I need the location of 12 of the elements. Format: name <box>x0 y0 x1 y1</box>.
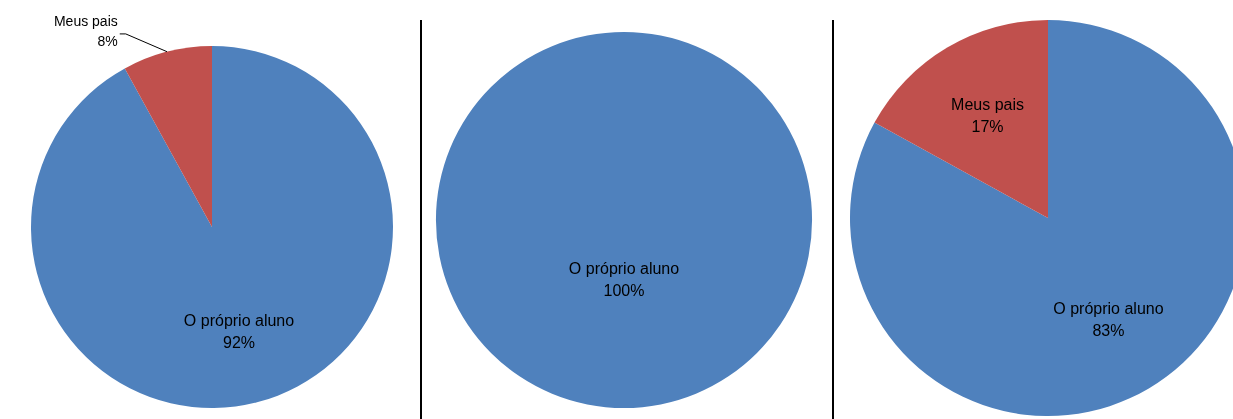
data-label: 8% <box>97 32 118 49</box>
pie-slice <box>31 46 393 408</box>
slice-label: Meus pais <box>53 12 118 29</box>
slice-label: O próprio aluno <box>568 260 680 278</box>
slice-label: Meus pais <box>951 95 1024 113</box>
data-label: 83% <box>1092 322 1125 340</box>
slice-label: O próprio aluno <box>183 312 295 330</box>
pie-slice <box>124 46 212 227</box>
data-label: 100% <box>603 282 645 300</box>
slice-label: O próprio aluno <box>1053 300 1164 318</box>
data-label: 92% <box>222 334 256 352</box>
data-label: 17% <box>971 117 1004 135</box>
